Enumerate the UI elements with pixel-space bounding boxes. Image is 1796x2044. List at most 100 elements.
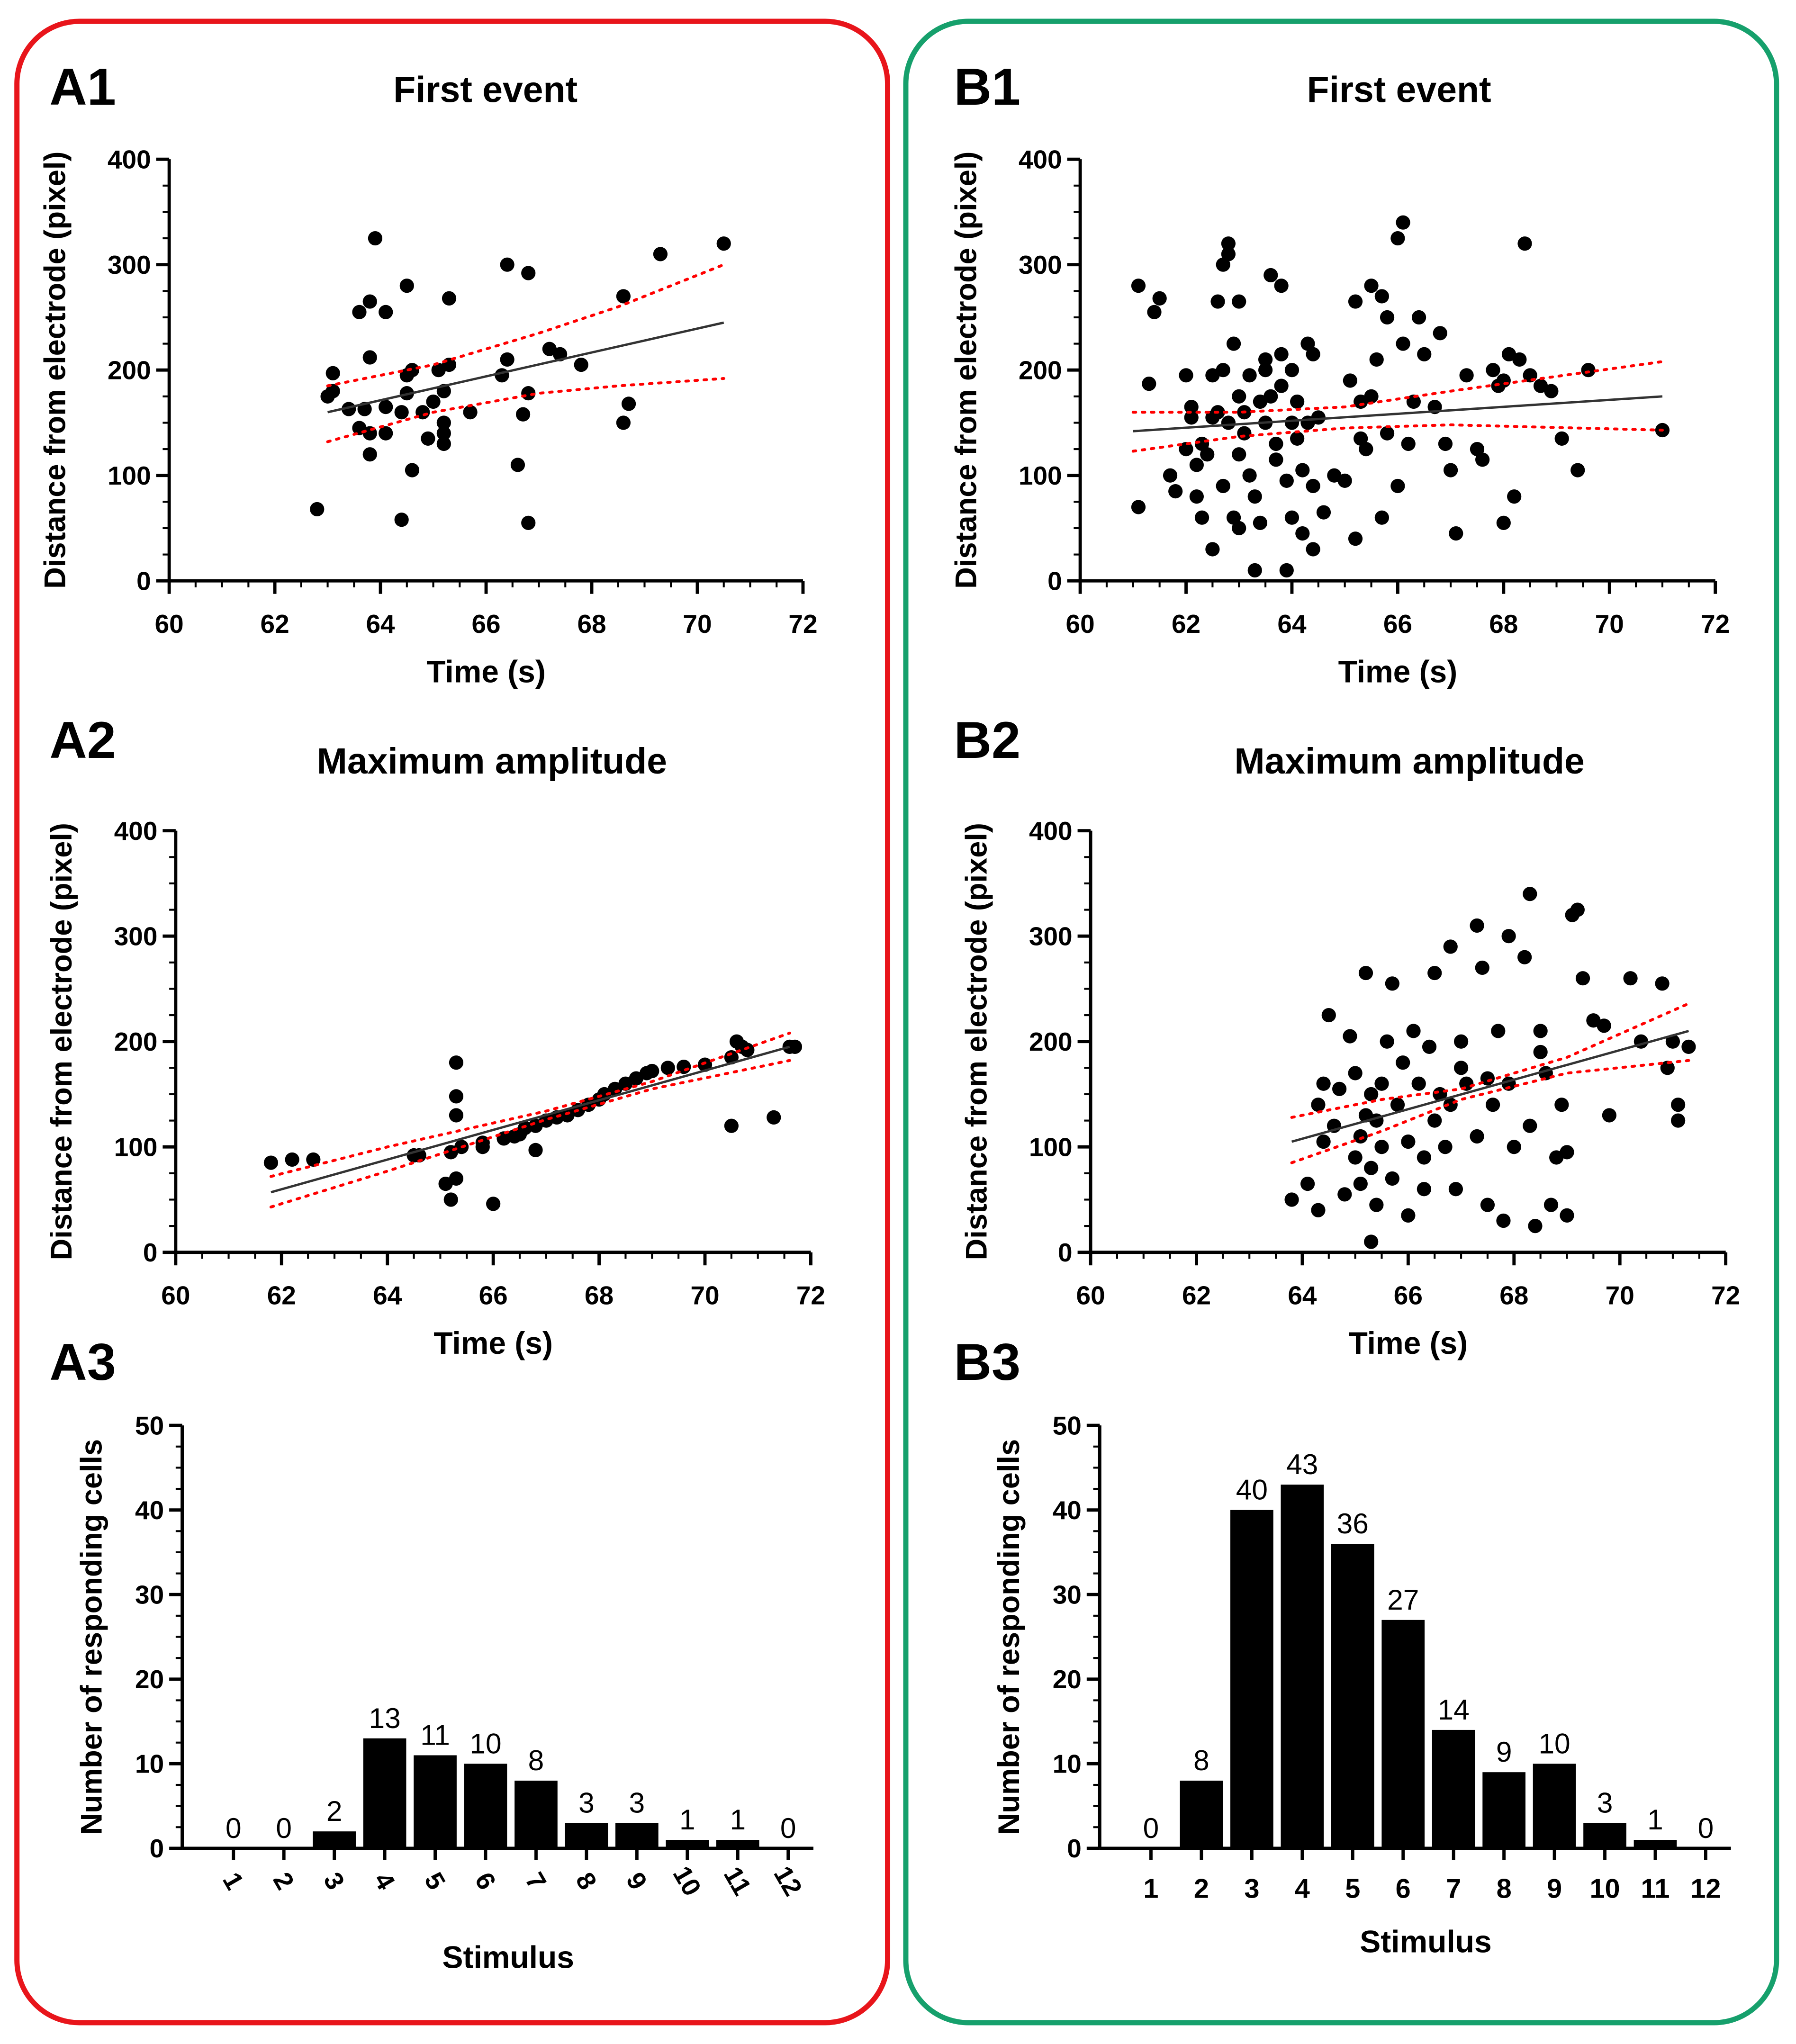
data-point (421, 431, 435, 446)
ci-upper-line (1131, 360, 1664, 414)
data-point (528, 1143, 543, 1158)
data-point (263, 1155, 279, 1170)
data-point (1316, 1076, 1331, 1091)
y-tick-label: 300 (108, 250, 151, 279)
data-point (1184, 410, 1199, 425)
data-point (1210, 294, 1225, 309)
bar-value-label: 1 (1647, 1803, 1663, 1836)
data-point (1131, 500, 1146, 514)
data-point (1332, 1081, 1347, 1096)
data-point (1348, 1150, 1363, 1165)
x-tick-label: 7 (520, 1867, 552, 1894)
x-tick-label: 72 (788, 609, 817, 639)
data-point (1284, 510, 1300, 525)
data-point (1549, 1150, 1564, 1165)
data-point (1507, 489, 1522, 504)
x-tick-label: 70 (1595, 609, 1624, 639)
data-point (1348, 531, 1363, 546)
bar (1331, 1544, 1374, 1848)
y-axis-label: Number of responding cells (75, 1439, 108, 1835)
bar-value-label: 0 (1143, 1812, 1159, 1844)
data-point (1575, 971, 1590, 986)
bar-value-label: 8 (1193, 1744, 1209, 1776)
data-point (1554, 1098, 1569, 1112)
bar (1381, 1620, 1425, 1848)
data-point (616, 415, 631, 430)
data-point (1380, 310, 1395, 325)
data-point (1221, 415, 1236, 430)
data-point (510, 458, 525, 472)
data-point (1300, 1176, 1315, 1191)
data-point (1274, 347, 1289, 361)
bar-value-label: 27 (1387, 1584, 1419, 1616)
data-point (1501, 347, 1516, 361)
data-point (1364, 279, 1379, 293)
data-point (1247, 489, 1262, 504)
ci-lower-line (326, 377, 725, 443)
x-tick-label: 12 (1690, 1873, 1721, 1904)
data-point (1491, 1024, 1506, 1038)
chart-a2: A2 Maximum amplitude 0 100 200 300 400 Distance… (45, 711, 825, 1360)
data-point (1396, 336, 1410, 351)
y-tick-label: 10 (1053, 1749, 1082, 1779)
y-axis-label: Distance from electrode (pixel) (38, 152, 72, 589)
x-tick-label: 72 (796, 1281, 825, 1310)
data-point (362, 294, 377, 309)
ci-upper-line (269, 1031, 791, 1178)
y-tick-label: 300 (1019, 250, 1062, 279)
data-point (767, 1110, 781, 1125)
y-tick-label: 0 (1047, 566, 1062, 595)
y-tick-label: 0 (143, 1238, 158, 1267)
bar (1482, 1772, 1525, 1848)
data-point (1232, 389, 1246, 404)
data-point (362, 350, 377, 365)
x-tick-label: 64 (1277, 609, 1307, 639)
data-point (431, 363, 446, 378)
ci-lower-line (269, 1059, 791, 1209)
data-point (1284, 415, 1300, 430)
bar (1432, 1729, 1475, 1848)
data-point (442, 291, 457, 306)
x-tick-label: 3 (1244, 1873, 1259, 1904)
bar (514, 1781, 558, 1848)
data-point (1184, 399, 1199, 414)
group-a-border (14, 18, 891, 2026)
data-point (1459, 368, 1474, 383)
x-tick-label: 64 (373, 1281, 402, 1310)
x-tick-label: 5 (419, 1867, 451, 1894)
data-point (1295, 526, 1310, 541)
data-point (1327, 468, 1342, 483)
data-point (1480, 1071, 1495, 1086)
data-point (1316, 1134, 1331, 1149)
y-tick-label: 20 (135, 1665, 164, 1694)
bar-value-label: 36 (1337, 1507, 1369, 1540)
data-point (1226, 336, 1241, 351)
data-point (1343, 1029, 1357, 1044)
x-axis-label: Stimulus (442, 1940, 574, 1975)
data-point (1374, 510, 1389, 525)
regression-line (1291, 1030, 1689, 1143)
data-point (325, 384, 340, 398)
x-tick-label: 62 (267, 1281, 296, 1310)
data-point (607, 1081, 623, 1096)
y-tick-label: 100 (114, 1132, 158, 1162)
x-tick-label: 66 (1383, 609, 1412, 639)
data-point (1449, 526, 1463, 541)
data-point (1655, 976, 1670, 991)
data-point (1216, 257, 1230, 272)
data-point (436, 415, 451, 430)
data-point (1306, 478, 1320, 494)
y-tick-label: 0 (136, 566, 151, 595)
data-point (1205, 368, 1220, 383)
data-point (1660, 1061, 1675, 1075)
x-tick-label: 9 (621, 1867, 653, 1894)
data-point (1411, 1076, 1426, 1091)
bar-value-label: 3 (629, 1786, 645, 1819)
data-point (1216, 478, 1230, 494)
data-point (325, 366, 340, 380)
bar-value-label: 43 (1286, 1448, 1318, 1480)
x-axis-label: Time (s) (426, 654, 546, 689)
data-point (1496, 1213, 1511, 1228)
data-point (1443, 463, 1458, 477)
